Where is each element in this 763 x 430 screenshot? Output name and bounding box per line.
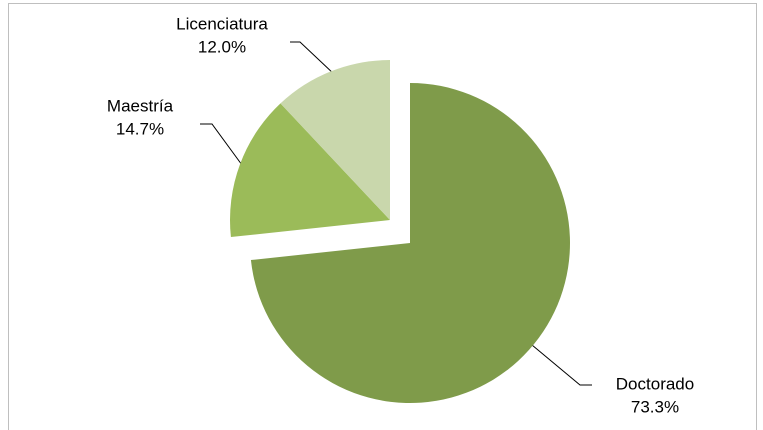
slice-label: Maestría <box>107 96 174 115</box>
pie-slice <box>250 83 571 404</box>
pie-slice <box>280 60 390 220</box>
leader-line <box>200 123 243 166</box>
value-label: 14.7% <box>116 119 164 138</box>
leader-line <box>531 344 592 386</box>
value-label: 12.0% <box>198 37 246 56</box>
slice-label: Doctorado <box>616 374 694 393</box>
slice-label: Licenciatura <box>176 14 268 33</box>
leader-line <box>290 41 336 76</box>
value-label: 73.3% <box>631 397 679 416</box>
pie-slice <box>230 103 390 238</box>
